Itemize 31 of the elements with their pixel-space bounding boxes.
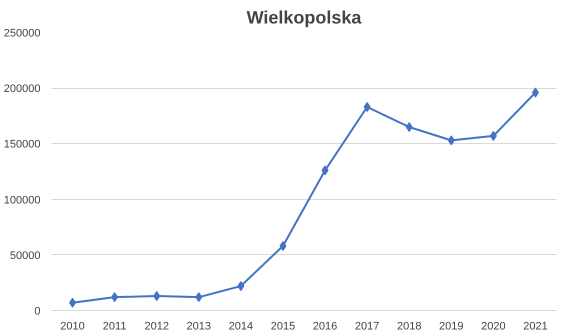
point: [279, 241, 286, 252]
point: [153, 291, 160, 302]
y-tick-label: 150000: [4, 138, 41, 151]
y-tick-label: 200000: [4, 83, 41, 96]
point: [406, 122, 413, 132]
x-tick-label: 2014: [228, 320, 254, 332]
x-tick-label: 2017: [354, 320, 380, 332]
point: [237, 281, 244, 292]
point: [322, 165, 329, 176]
y-tick-label: 250000: [4, 28, 41, 40]
point: [111, 292, 118, 302]
x-tick-label: 2010: [60, 320, 85, 332]
point: [490, 130, 497, 141]
chart-title: Wielkopolska: [246, 8, 362, 28]
y-tick-label: 50000: [10, 250, 41, 262]
x-tick-label: 2019: [439, 320, 464, 332]
x-tick-label: 2012: [144, 320, 169, 332]
x-tick-label: 2021: [523, 320, 548, 332]
x-tick-label: 2011: [102, 320, 126, 332]
y-tick-label: 100000: [4, 194, 41, 206]
x-tick-label: 2018: [396, 320, 422, 332]
y-tick-label: 0: [34, 306, 41, 318]
x-tick-label: 2013: [186, 320, 212, 332]
point: [448, 135, 455, 146]
point: [364, 102, 371, 112]
x-tick-label: 2020: [481, 320, 506, 332]
x-tick-label: 2015: [270, 320, 296, 332]
point: [532, 88, 539, 98]
x-tick-label: 2016: [312, 320, 338, 332]
point: [195, 292, 202, 302]
point: [69, 298, 76, 308]
